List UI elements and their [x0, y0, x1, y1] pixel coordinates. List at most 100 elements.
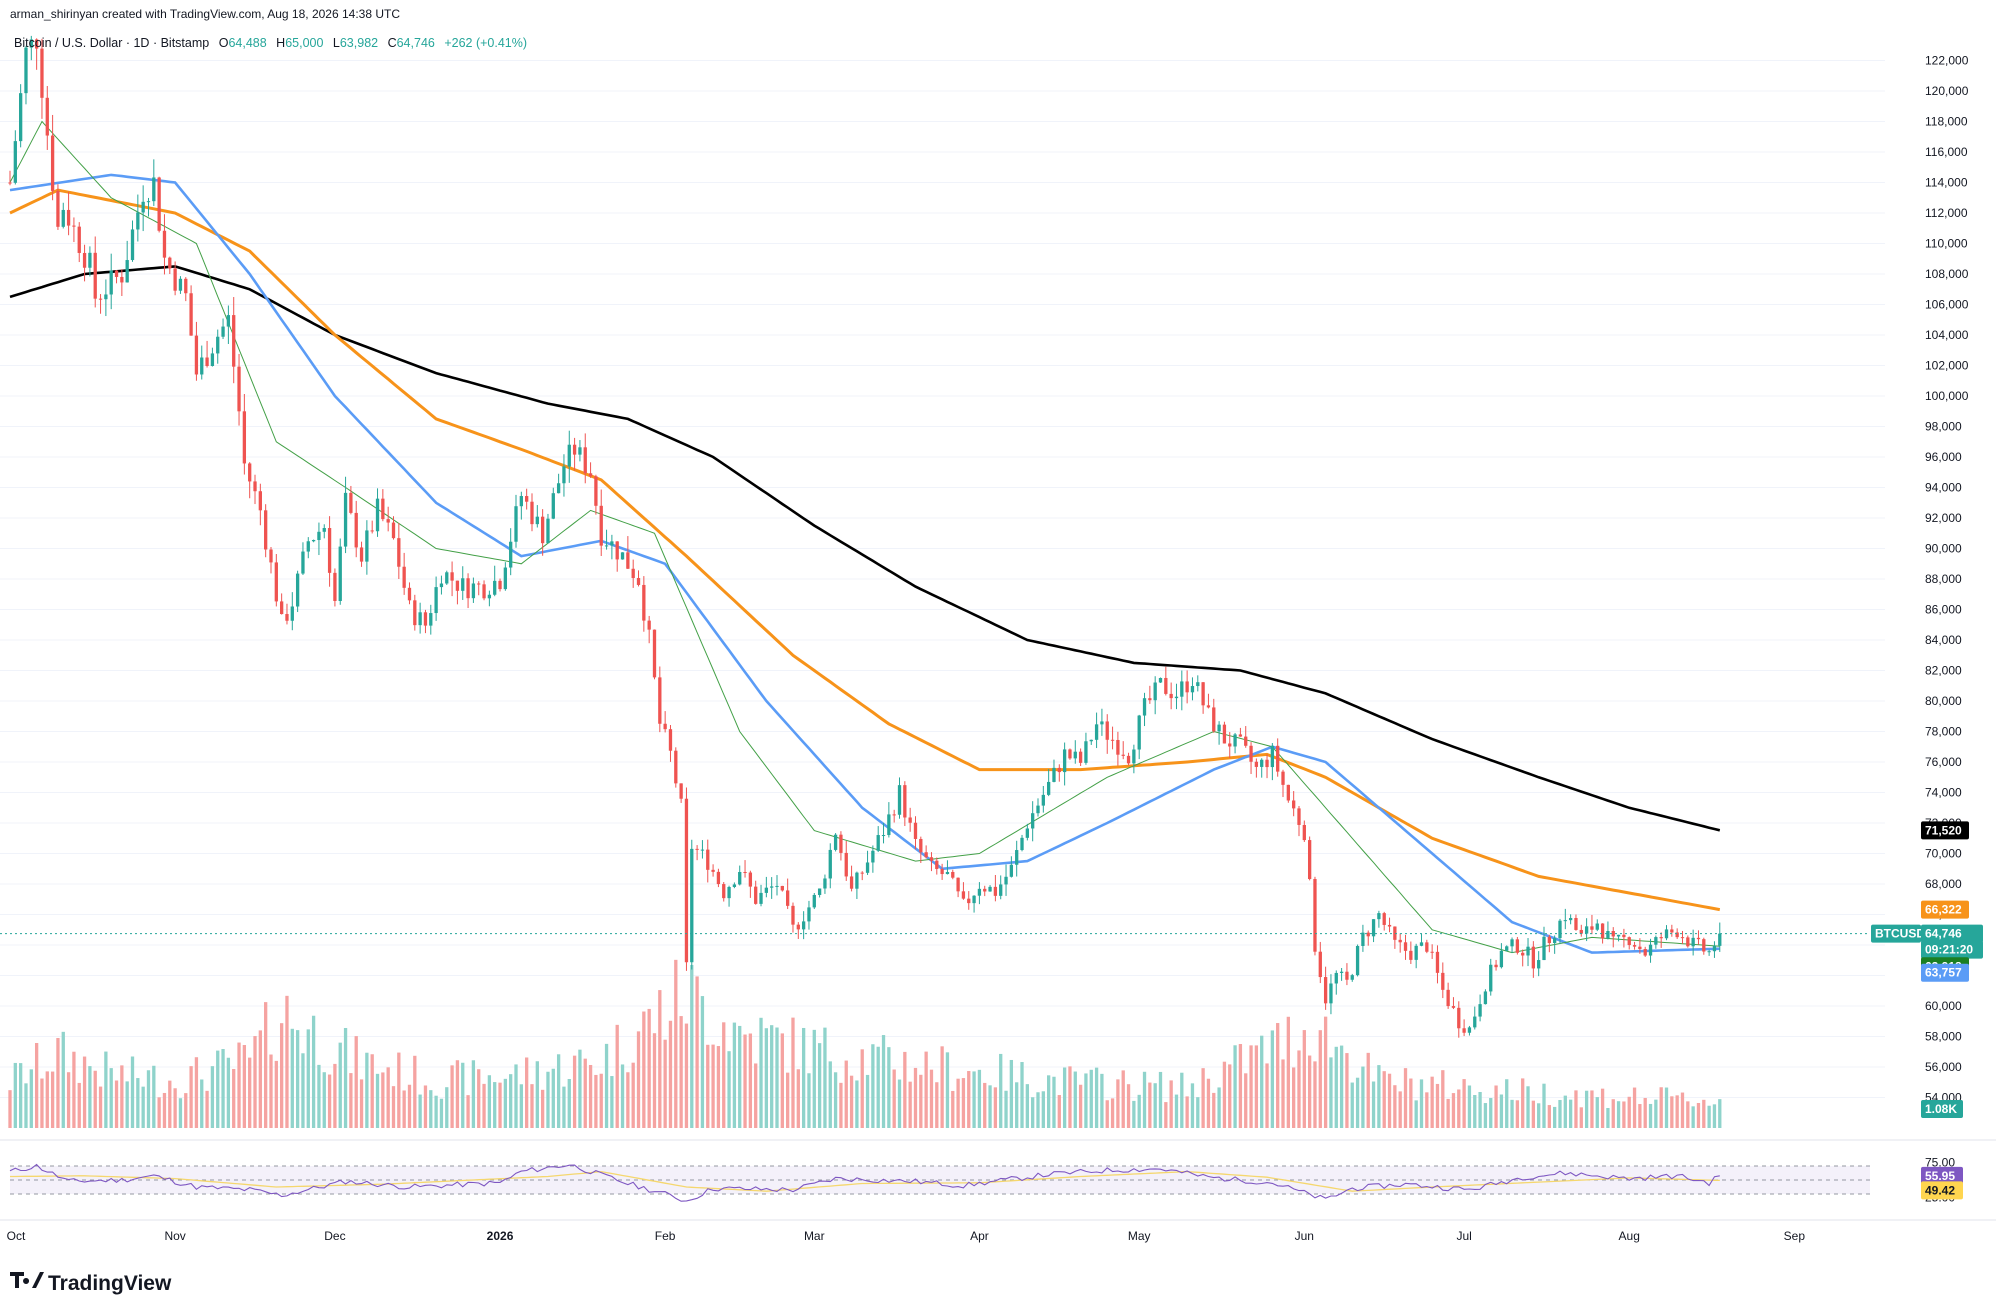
volume-bar: [583, 1058, 587, 1128]
candle-body: [594, 476, 598, 506]
candle-body: [370, 530, 374, 532]
volume-bar: [1105, 1100, 1109, 1128]
price-tick-label: 112,000: [1925, 206, 1968, 220]
volume-bar: [1334, 1046, 1338, 1128]
volume-bar: [1265, 1063, 1269, 1128]
tradingview-logo[interactable]: TradingView: [10, 1272, 172, 1295]
volume-bar: [658, 990, 662, 1128]
candle-body: [945, 871, 950, 875]
volume-bar: [194, 1057, 199, 1128]
volume-bar: [338, 1042, 342, 1128]
volume-bar: [1015, 1082, 1019, 1128]
candle-body: [1297, 808, 1301, 825]
candle-body: [636, 578, 641, 585]
ma50-tag-text: 63,757: [1925, 966, 1962, 980]
volume-bar: [796, 1069, 800, 1128]
candle-body: [1595, 923, 1599, 930]
candle-body: [908, 817, 912, 823]
volume-bar: [157, 1097, 161, 1128]
volume-bar: [833, 1072, 838, 1128]
volume-bar: [897, 1079, 902, 1128]
change-value: +262 (+0.41%): [444, 36, 527, 50]
volume-bar: [610, 1076, 614, 1128]
legend-line: Bitcoin / U.S. Dollar · 1D · Bitstamp O6…: [14, 36, 527, 50]
candle-body: [200, 357, 204, 375]
candle-body: [1558, 920, 1562, 939]
volume-bar: [205, 1090, 209, 1128]
candle-body: [1302, 824, 1306, 841]
candle-body: [279, 601, 284, 615]
volume-bar: [317, 1064, 321, 1128]
candle-body: [1276, 745, 1280, 772]
price-tags: 71,52066,322BTCUSD64,74609:21:2063,91863…: [1871, 821, 1983, 1200]
volume-bar: [1702, 1099, 1706, 1128]
candle-body: [77, 226, 81, 253]
volume-tag-bg: [1921, 1100, 1963, 1118]
candle-body: [1494, 964, 1498, 968]
price-tick-label: 70,000: [1925, 847, 1962, 861]
volume-bar: [493, 1082, 497, 1128]
volume-bar: [1339, 1045, 1344, 1128]
candle-body: [1329, 983, 1333, 1004]
candle-body: [88, 252, 92, 268]
volume-bar: [1691, 1106, 1695, 1128]
time-tick-label: Nov: [164, 1229, 185, 1243]
candle-body: [1515, 939, 1520, 953]
volume-bar: [695, 976, 699, 1128]
volume-bar: [173, 1088, 177, 1128]
volume-bar: [759, 1017, 763, 1128]
candle-body: [146, 201, 151, 203]
volume-bar: [1521, 1078, 1525, 1128]
volume-bar: [1675, 1095, 1679, 1128]
candle-body: [658, 677, 662, 724]
candle-body: [205, 357, 209, 366]
candle-body: [1089, 739, 1093, 742]
price-tick-label: 110,000: [1925, 237, 1968, 251]
volume-bar: [929, 1069, 934, 1128]
volume-bar: [1686, 1101, 1690, 1128]
time-tick-label: Feb: [655, 1229, 676, 1243]
price-tick-label: 78,000: [1925, 725, 1962, 739]
candle-body: [1579, 929, 1583, 934]
volume-bar: [423, 1085, 428, 1128]
candle-body: [381, 498, 385, 520]
candle-body: [104, 294, 108, 300]
candle-body: [248, 463, 252, 482]
volume-bar: [967, 1071, 971, 1128]
volume-bar: [1419, 1079, 1424, 1128]
ma200-tag-bg: [1921, 821, 1969, 840]
volume-bar: [1164, 1102, 1168, 1128]
candle-body: [817, 888, 822, 895]
tradingview-logo-icon: [10, 1272, 44, 1288]
volume-bar: [961, 1078, 966, 1128]
candle-body: [977, 888, 982, 896]
ma50-tag-bg: [1921, 963, 1969, 982]
volume-bar: [668, 1020, 673, 1128]
volume-bar: [1659, 1087, 1663, 1128]
candle-body: [498, 580, 502, 590]
candle-body: [791, 905, 795, 925]
candle-body: [242, 411, 247, 464]
volume-bar: [1537, 1103, 1541, 1128]
volume-bar: [221, 1049, 225, 1128]
volume-bar: [343, 1027, 348, 1128]
time-tick-label: 2026: [487, 1229, 514, 1243]
volume-bar: [1430, 1076, 1434, 1128]
candle-body: [173, 268, 177, 291]
candle-body: [1094, 724, 1099, 740]
candle-body: [445, 572, 449, 584]
candle-body: [610, 541, 614, 546]
volume-bar: [471, 1060, 476, 1128]
candle-body: [615, 541, 619, 560]
candle-body: [1462, 1028, 1466, 1033]
candle-body: [375, 498, 380, 532]
volume-bar: [359, 1079, 364, 1128]
volume-bar: [184, 1093, 188, 1128]
candle-body: [1632, 945, 1637, 947]
candle-body: [764, 887, 769, 893]
volume-bar: [1036, 1092, 1040, 1128]
candle-body: [796, 924, 800, 930]
